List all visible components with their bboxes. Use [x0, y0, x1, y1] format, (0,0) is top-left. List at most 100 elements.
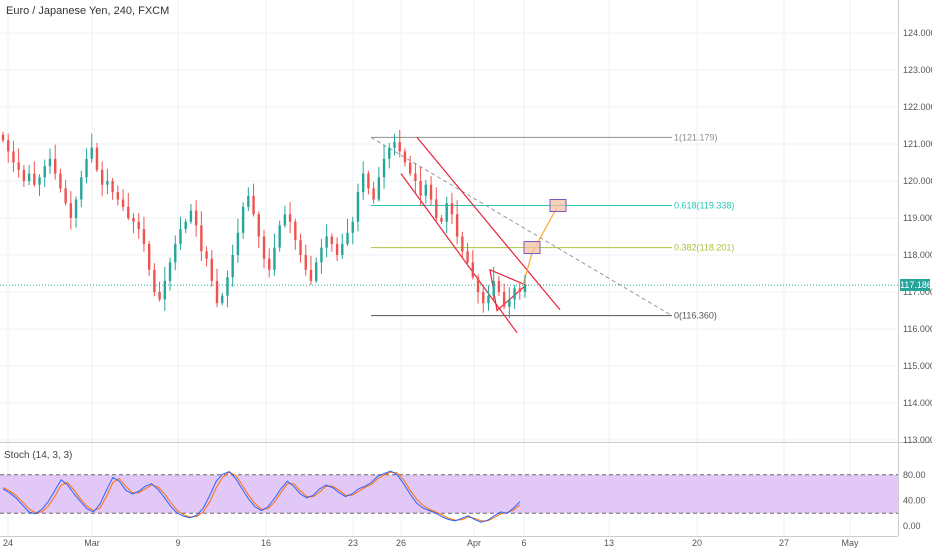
- candle-body: [27, 173, 31, 181]
- candle-body: [153, 269, 156, 292]
- candle-body: [252, 195, 255, 215]
- candle-body: [174, 243, 177, 263]
- candle-body: [121, 199, 125, 207]
- trend-line-dashed: [370, 136, 673, 317]
- candle-body: [7, 140, 10, 152]
- x-tick-label: 16: [261, 538, 271, 548]
- fib-level-label: 0.618(119.338): [674, 200, 734, 210]
- x-tick-label: 26: [396, 538, 406, 548]
- candle-body: [424, 184, 428, 196]
- candle-body: [59, 173, 62, 189]
- candle-body: [445, 203, 448, 222]
- candle-body: [429, 184, 433, 200]
- candle-body: [523, 285, 527, 292]
- y-tick-label: 113.000: [903, 435, 932, 445]
- candle-body: [461, 236, 464, 252]
- candle-body: [341, 243, 344, 255]
- candle-body: [471, 262, 474, 278]
- candle-body: [142, 229, 146, 244]
- stochastic-pane: [0, 470, 898, 523]
- y-tick-label: 115.000: [903, 361, 932, 371]
- candle-body: [388, 147, 391, 159]
- candle-body: [43, 166, 46, 178]
- candle-body: [262, 236, 266, 259]
- candle-body: [492, 280, 495, 296]
- candle-body: [210, 258, 213, 281]
- stoch-band: [0, 474, 898, 514]
- candle-body: [127, 206, 130, 218]
- x-tick-label: 13: [604, 538, 614, 548]
- fib-level-label: 0.382(118.201): [674, 243, 734, 253]
- candle-body: [48, 158, 52, 167]
- fib-level-label: 1(121.179): [674, 132, 718, 142]
- candle-body: [414, 173, 417, 181]
- candle-body: [205, 251, 208, 259]
- x-tick-label: May: [841, 538, 859, 548]
- candle-body: [356, 192, 360, 222]
- candle-body: [299, 240, 302, 255]
- candle-body: [377, 177, 381, 200]
- candle-body: [513, 288, 516, 300]
- x-tick-label: 20: [692, 538, 702, 548]
- x-tick-label: Mar: [84, 538, 100, 548]
- candle-body: [325, 236, 328, 248]
- candle-body: [247, 195, 250, 207]
- y-tick-label: 121.000: [903, 139, 932, 149]
- y-tick-label: 119.000: [903, 213, 932, 223]
- candle-body: [408, 162, 412, 174]
- candle-body: [330, 236, 334, 244]
- grid: [0, 0, 898, 536]
- candle-body: [158, 292, 161, 300]
- candle-body: [95, 147, 99, 170]
- fibonacci-retracement[interactable]: 1(121.179) 0.618(119.338) 0.382(118.201) 0(…: [371, 132, 734, 321]
- x-tick-label: 6: [521, 538, 526, 548]
- candle-body: [372, 188, 375, 200]
- drawing-tools[interactable]: [0, 136, 898, 334]
- fib-level-label: 0(116.360): [674, 311, 717, 321]
- candle-body: [309, 269, 313, 281]
- candle-body: [320, 247, 323, 263]
- candle-body: [455, 214, 459, 237]
- candle-body: [367, 173, 370, 189]
- candle-body: [147, 243, 151, 270]
- candle-body: [184, 221, 187, 230]
- candle-body: [346, 232, 349, 244]
- candle-body: [497, 280, 501, 292]
- stoch-tick-label: 40.00: [903, 495, 926, 505]
- candle-body: [335, 243, 339, 255]
- chart-title: Euro / Japanese Yen, 240, FXCM: [6, 5, 170, 17]
- candle-body: [508, 299, 511, 307]
- candle-body: [419, 181, 422, 196]
- candle-body: [487, 295, 490, 304]
- candle-body: [200, 225, 203, 252]
- candle-body: [111, 181, 114, 193]
- candle-body: [54, 158, 57, 174]
- candle-body: [304, 255, 307, 270]
- x-tick-label: 27: [779, 538, 789, 548]
- candle-body: [38, 177, 41, 185]
- candle-body: [221, 295, 224, 304]
- channel-upper-line: [416, 136, 561, 311]
- candle-body: [440, 218, 443, 222]
- candle-body: [403, 151, 407, 163]
- y-tick-label: 122.000: [903, 102, 932, 112]
- x-tick-label: 24: [3, 538, 13, 548]
- candle-body: [294, 221, 297, 241]
- candle-body: [137, 221, 140, 230]
- candle-body: [351, 221, 354, 233]
- candle-body: [502, 292, 506, 307]
- candle-body: [64, 188, 67, 204]
- candle-body: [361, 173, 365, 193]
- stoch-d-line: [2, 471, 521, 522]
- y-tick-label: 114.000: [903, 398, 932, 408]
- candle-body: [315, 262, 318, 281]
- stoch-k-line: [2, 470, 521, 523]
- candle-body: [231, 255, 234, 278]
- candle-body: [106, 181, 109, 185]
- stoch-tick-label: 80.00: [903, 470, 926, 480]
- candle-body: [241, 206, 245, 233]
- candle-body: [22, 169, 26, 181]
- candle-body: [12, 151, 15, 163]
